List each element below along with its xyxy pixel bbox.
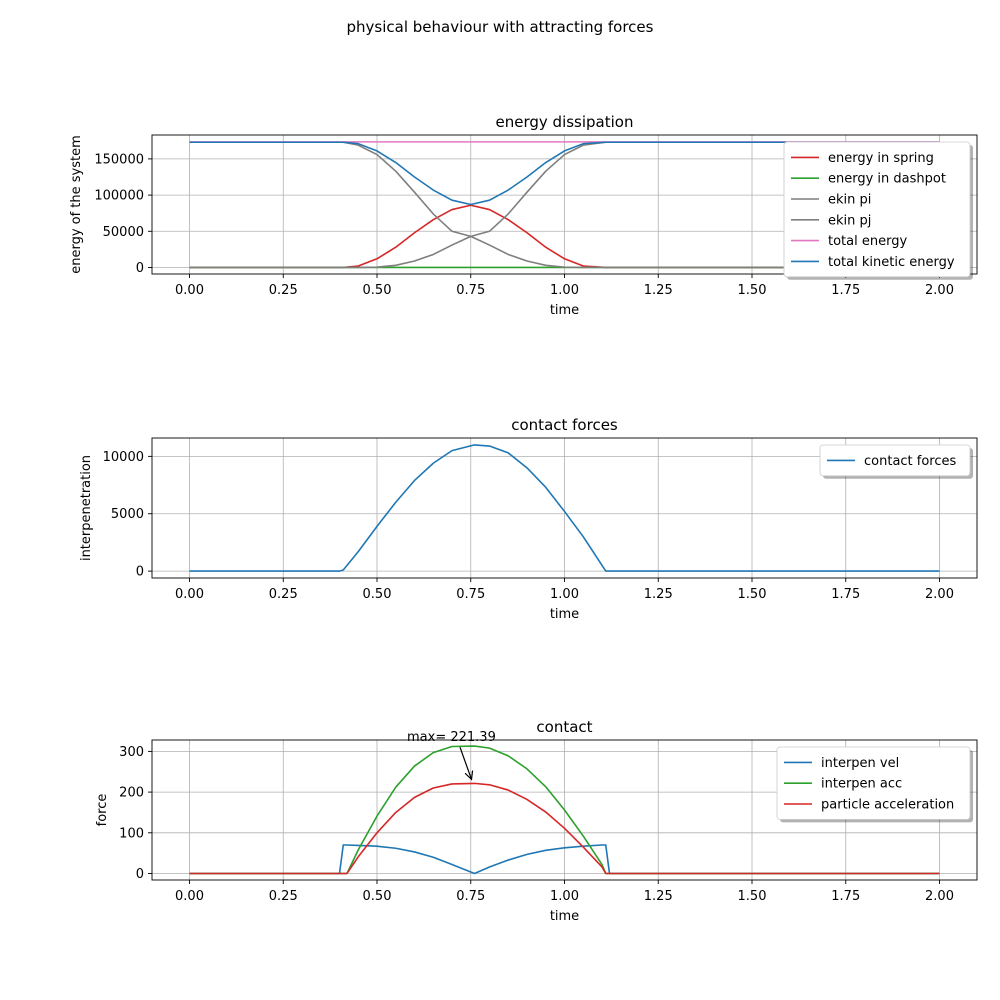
y-tick-label: 300 [119,745,144,760]
x-tick-label: 0.25 [269,889,298,904]
series-line-total-kinetic-energy [189,141,940,206]
legend-label: total kinetic energy [828,255,955,270]
x-tick-label: 0.75 [456,587,485,602]
x-tick-label: 1.50 [738,283,767,298]
x-tick-label: 0.25 [269,587,298,602]
y-tick-label: 100000 [94,189,144,204]
legend: energy in spring energy in dashpot ekin pi… [783,141,973,280]
x-axis-label: time [550,909,579,924]
x-tick-label: 2.00 [925,587,954,602]
legend-label: ekin pj [828,213,871,228]
legend-label: contact forces [864,454,957,469]
x-tick-label: 0.25 [269,283,298,298]
x-tick-label: 1.25 [644,587,673,602]
x-tick-label: 2.00 [925,889,954,904]
y-tick-label: 0 [136,867,144,882]
series-line-interpen-vel [189,844,940,875]
x-tick-label: 0.50 [363,283,392,298]
y-tick-label: 10000 [103,450,144,465]
y-axis-label: interpenetration [79,455,94,561]
y-tick-label: 150000 [94,152,144,167]
x-tick-label: 2.00 [925,283,954,298]
x-tick-label: 0.00 [175,587,204,602]
plots-group: 0.00 0.25 0.50 0.75 1.00 1.25 1.50 1.75 2.00 0 500… [69,113,978,924]
axes-2: 0.00 0.25 0.50 0.75 1.00 1.25 1.50 1.75 2.00 0 500… [79,416,978,622]
y-axis-label: energy of the system [69,135,84,274]
legend: interpen vel interpen acc particle acceler… [776,746,973,823]
x-tick-label: 1.75 [831,889,860,904]
axes-1: 0.00 0.25 0.50 0.75 1.00 1.25 1.50 1.75 2.00 0 500… [69,113,978,318]
x-tick-label: 1.25 [644,889,673,904]
legend-label: particle acceleration [821,798,954,813]
x-tick-label: 0.00 [175,283,204,298]
x-tick-label: 0.75 [456,283,485,298]
legend-label: ekin pi [828,193,871,208]
x-tick-label: 1.25 [644,283,673,298]
y-tick-label: 0 [136,261,144,276]
x-tick-label: 0.50 [363,889,392,904]
legend-box [776,746,971,820]
legend-box [819,444,971,477]
y-tick-label: 200 [119,786,144,801]
x-tick-label: 1.00 [550,283,579,298]
x-tick-label: 1.50 [738,587,767,602]
legend-label: interpen vel [821,756,899,771]
x-tick-label: 0.75 [456,889,485,904]
x-axis-label: time [550,607,579,622]
x-tick-label: 1.00 [550,889,579,904]
axes-title: energy dissipation [496,113,634,131]
axes-3: 0.00 0.25 0.50 0.75 1.00 1.25 1.50 1.75 2.00 0 100… [95,718,978,924]
x-tick-label: 1.50 [738,889,767,904]
y-tick-label: 0 [136,565,144,580]
y-tick-label: 100 [119,826,144,841]
series-line-contact-forces [189,444,940,572]
legend-label: energy in dashpot [828,172,946,187]
y-axis-label: force [95,794,110,827]
x-tick-label: 0.50 [363,587,392,602]
annotation-arrow [459,746,472,779]
annotation-text: max= 221.39 [407,730,496,745]
x-tick-label: 0.00 [175,889,204,904]
legend-label: energy in spring [828,151,934,166]
legend-label: total energy [828,234,907,249]
legend-label: interpen acc [821,777,902,792]
axes-title: contact forces [511,416,618,434]
x-tick-label: 1.00 [550,587,579,602]
figure-suptitle: physical behaviour with attracting force… [347,18,654,36]
x-tick-label: 1.75 [831,283,860,298]
x-axis-label: time [550,303,579,318]
legend: contact forces [819,444,973,479]
y-tick-label: 50000 [103,225,144,240]
x-tick-label: 1.75 [831,587,860,602]
series-line-particle-acceleration [189,782,940,875]
legend-box [783,141,971,278]
y-tick-label: 5000 [111,507,144,522]
axes-title: contact [536,718,592,736]
